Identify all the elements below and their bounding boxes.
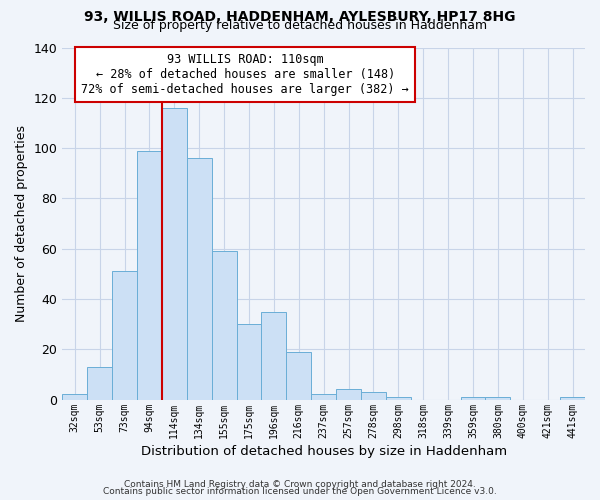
Bar: [386, 397, 411, 400]
Text: Contains HM Land Registry data © Crown copyright and database right 2024.: Contains HM Land Registry data © Crown c…: [124, 480, 476, 489]
Bar: [461, 397, 485, 400]
Bar: [336, 390, 361, 400]
Bar: [236, 324, 262, 400]
Bar: [560, 397, 585, 400]
Bar: [361, 392, 386, 400]
Text: 93 WILLIS ROAD: 110sqm
← 28% of detached houses are smaller (148)
72% of semi-de: 93 WILLIS ROAD: 110sqm ← 28% of detached…: [82, 53, 409, 96]
Text: Size of property relative to detached houses in Haddenham: Size of property relative to detached ho…: [113, 19, 487, 32]
Bar: [311, 394, 336, 400]
Bar: [262, 312, 286, 400]
Bar: [286, 352, 311, 400]
Text: 93, WILLIS ROAD, HADDENHAM, AYLESBURY, HP17 8HG: 93, WILLIS ROAD, HADDENHAM, AYLESBURY, H…: [84, 10, 516, 24]
Bar: [212, 251, 236, 400]
Bar: [137, 150, 162, 400]
Text: Contains public sector information licensed under the Open Government Licence v3: Contains public sector information licen…: [103, 487, 497, 496]
Y-axis label: Number of detached properties: Number of detached properties: [15, 125, 28, 322]
Bar: [485, 397, 511, 400]
Bar: [187, 158, 212, 400]
X-axis label: Distribution of detached houses by size in Haddenham: Distribution of detached houses by size …: [140, 444, 507, 458]
Bar: [112, 272, 137, 400]
Bar: [162, 108, 187, 400]
Bar: [62, 394, 87, 400]
Bar: [87, 367, 112, 400]
